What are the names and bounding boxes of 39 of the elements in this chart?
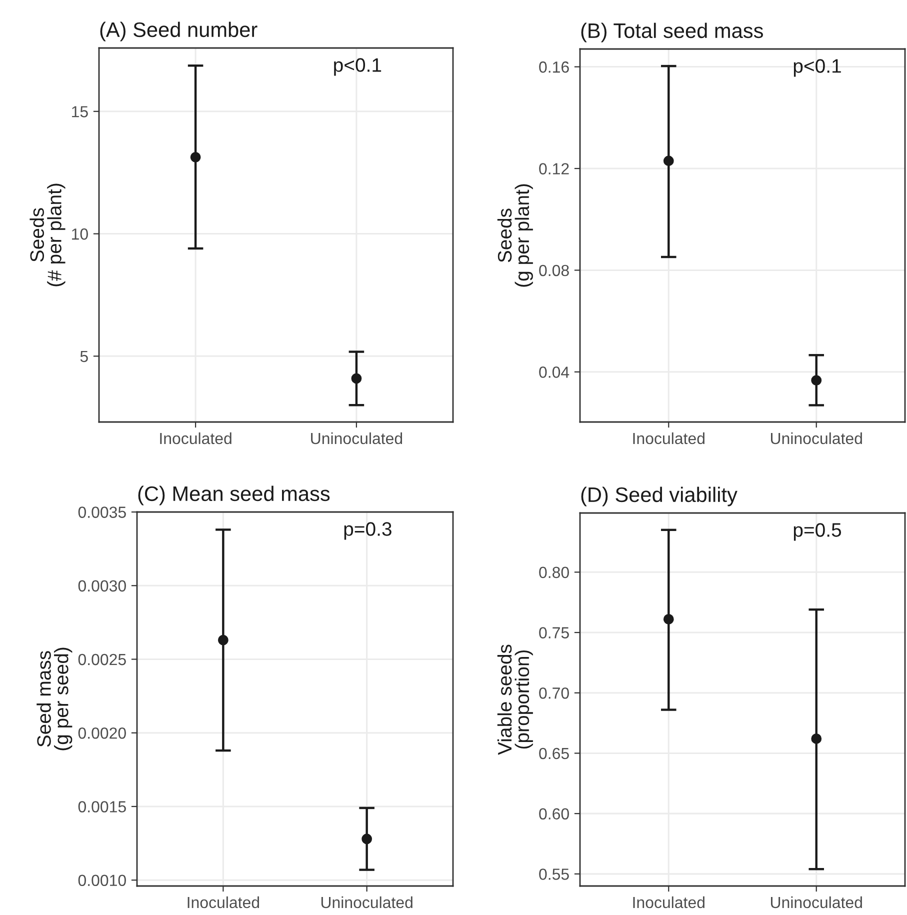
y-tick-label: 5 <box>80 350 88 362</box>
y-tick-label: 0.0020 <box>78 728 126 739</box>
y-axis-title: Seeds (# per plant) <box>30 184 66 286</box>
y-tick-label: 10 <box>72 228 88 240</box>
chart-title: (C) Mean seed mass <box>138 486 330 506</box>
y-tick-label: 0.75 <box>539 627 569 638</box>
annotation: p<0.1 <box>334 58 382 76</box>
chart-title: (D) Seed viability <box>581 486 738 506</box>
annotation: p=0.5 <box>794 523 842 541</box>
x-tick-label: Inoculated <box>633 896 704 908</box>
y-tick-label: 0.65 <box>539 748 569 760</box>
x-tick-label: Inoculated <box>188 896 260 908</box>
y-tick-label: 0.08 <box>539 264 569 276</box>
chart-title: (B) Total seed mass <box>581 22 763 42</box>
x-tick-label: Inoculated <box>633 432 704 444</box>
y-tick-label: 0.0030 <box>78 580 126 592</box>
y-axis-title: Seed mass (g per seed) <box>36 648 72 750</box>
y-axis-title: Viable seeds (proportion) <box>497 644 533 755</box>
y-tick-label: 0.55 <box>539 868 569 880</box>
y-tick-label: 0.70 <box>539 687 569 699</box>
annotation: p<0.1 <box>794 59 841 77</box>
x-tick-label: Uninoculated <box>770 896 862 908</box>
chart-title: (A) Seed number <box>100 22 258 42</box>
y-tick-label: 0.0025 <box>78 654 126 666</box>
x-tick-label: Uninoculated <box>321 896 412 908</box>
y-tick-label: 0.80 <box>539 566 569 578</box>
y-tick-label: 0.16 <box>539 61 569 73</box>
y-tick-label: 0.0035 <box>78 506 126 518</box>
y-tick-label: 0.0010 <box>78 874 126 886</box>
x-tick-label: Inoculated <box>160 432 232 444</box>
y-tick-label: 0.04 <box>539 366 570 378</box>
x-tick-label: Uninoculated <box>311 432 402 444</box>
annotation: p=0.3 <box>344 522 392 540</box>
x-tick-label: Uninoculated <box>770 432 862 444</box>
y-axis-title: Seeds (g per plant) <box>497 184 533 287</box>
y-tick-label: 0.60 <box>539 808 569 820</box>
y-tick-label: 0.0015 <box>78 801 126 812</box>
y-tick-label: 15 <box>72 106 88 118</box>
y-tick-label: 0.12 <box>539 163 569 174</box>
